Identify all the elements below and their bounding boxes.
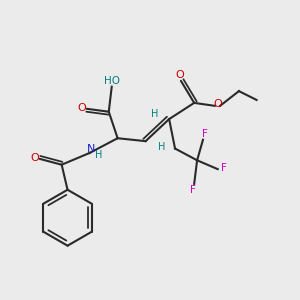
Text: F: F	[202, 129, 207, 139]
Text: O: O	[77, 103, 86, 113]
Text: F: F	[190, 185, 196, 195]
Text: HO: HO	[104, 76, 120, 86]
Text: F: F	[221, 163, 226, 173]
Text: O: O	[30, 153, 39, 163]
Text: H: H	[158, 142, 166, 152]
Text: O: O	[213, 99, 222, 110]
Text: O: O	[175, 70, 184, 80]
Text: H: H	[151, 109, 159, 119]
Text: H: H	[95, 150, 103, 160]
Text: N: N	[87, 143, 95, 154]
